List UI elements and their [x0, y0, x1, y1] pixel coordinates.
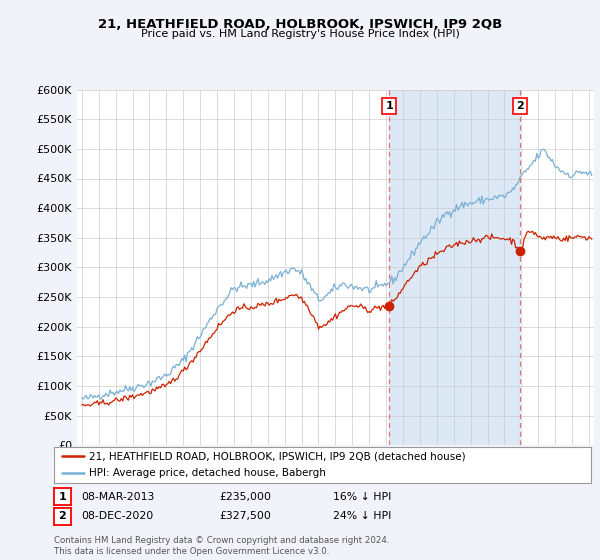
Text: HPI: Average price, detached house, Babergh: HPI: Average price, detached house, Babe… [89, 468, 326, 478]
Text: 21, HEATHFIELD ROAD, HOLBROOK, IPSWICH, IP9 2QB (detached house): 21, HEATHFIELD ROAD, HOLBROOK, IPSWICH, … [89, 451, 466, 461]
Text: £327,500: £327,500 [219, 511, 271, 521]
Text: £235,000: £235,000 [219, 492, 271, 502]
Text: 1: 1 [59, 492, 66, 502]
Text: 24% ↓ HPI: 24% ↓ HPI [333, 511, 391, 521]
Text: 2: 2 [59, 511, 66, 521]
Text: 08-MAR-2013: 08-MAR-2013 [81, 492, 154, 502]
Text: Contains HM Land Registry data © Crown copyright and database right 2024.
This d: Contains HM Land Registry data © Crown c… [54, 536, 389, 556]
Text: Price paid vs. HM Land Registry's House Price Index (HPI): Price paid vs. HM Land Registry's House … [140, 29, 460, 39]
Text: 08-DEC-2020: 08-DEC-2020 [81, 511, 153, 521]
Text: 21, HEATHFIELD ROAD, HOLBROOK, IPSWICH, IP9 2QB: 21, HEATHFIELD ROAD, HOLBROOK, IPSWICH, … [98, 18, 502, 31]
Text: 1: 1 [385, 101, 393, 111]
Text: 2: 2 [516, 101, 524, 111]
Text: 16% ↓ HPI: 16% ↓ HPI [333, 492, 391, 502]
Bar [389, 90, 520, 445]
